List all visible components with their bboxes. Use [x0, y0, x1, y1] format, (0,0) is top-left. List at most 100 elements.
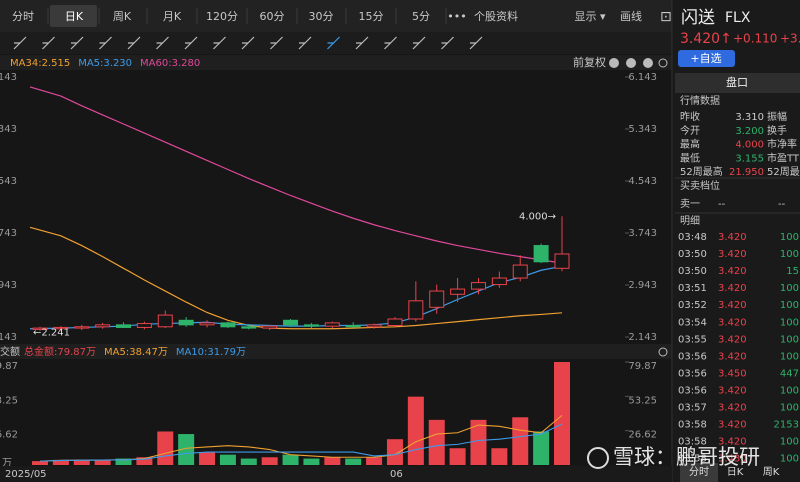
stat-label: 最高	[680, 138, 700, 151]
display-button[interactable]: 显示 ▾	[574, 10, 605, 23]
stat-label: 最低	[680, 151, 700, 164]
ask-label: 卖一	[680, 198, 700, 210]
ma-line	[29, 226, 563, 330]
volume-bar	[407, 396, 424, 465]
tool-icon[interactable]	[384, 36, 397, 50]
trade-time: 03:54	[678, 317, 707, 328]
tool-icon[interactable]	[156, 36, 169, 50]
tab[interactable]	[675, 73, 800, 93]
candle-body	[491, 277, 507, 286]
volume-bar	[512, 417, 529, 465]
close[interactable]	[643, 58, 653, 68]
volume-legend: MA5:38.47万	[104, 347, 168, 358]
stat-label: 52周最	[767, 166, 800, 178]
volume-bar	[386, 439, 403, 465]
volume-bar	[73, 459, 90, 465]
volume-bar	[0, 344, 672, 359]
toolbar	[0, 0, 672, 32]
high-label: 4.000→	[519, 211, 556, 222]
candle-body	[157, 314, 173, 328]
toolbar-icon[interactable]: ⊡	[660, 9, 672, 25]
tab[interactable]: 120分	[206, 10, 238, 23]
trade-volume: 100	[780, 283, 799, 294]
trade-time: 03:48	[678, 232, 707, 243]
settings[interactable]	[658, 58, 668, 68]
trade-volume: 15	[786, 266, 799, 277]
trade-time: 03:58	[678, 437, 707, 448]
stat-label: 换手	[767, 124, 787, 137]
trade-price: 3.420	[718, 266, 747, 277]
volume-bar	[136, 457, 153, 465]
trade-price: 3.420	[718, 420, 747, 431]
volume-bar	[115, 458, 132, 465]
stat-value: 3.200	[735, 126, 764, 137]
tab[interactable]: 5分	[412, 10, 430, 23]
volume-bar	[428, 419, 445, 465]
section-title: 明细	[680, 214, 700, 227]
tab-label[interactable]: 盘口	[726, 75, 748, 89]
tool-icon[interactable]	[298, 36, 312, 50]
tool-icon[interactable]	[355, 36, 369, 50]
tool-icon[interactable]	[184, 36, 198, 50]
tab[interactable]: 日K	[65, 10, 84, 23]
profile-button[interactable]: 个股资料	[474, 9, 518, 23]
trade-time: 03:56	[678, 351, 707, 362]
candle-body	[32, 327, 48, 330]
volume-bar	[178, 434, 195, 465]
tab[interactable]: 分时	[12, 10, 34, 23]
tool-icon[interactable]	[241, 36, 255, 50]
watch-button[interactable]	[678, 50, 735, 67]
y-tick-label: 26.62	[628, 430, 657, 441]
volume-bar	[52, 459, 69, 465]
ma-legend: MA5:3.230	[78, 58, 132, 69]
candle-body	[241, 326, 257, 329]
adjust-button[interactable]: 前复权 ▾	[573, 55, 615, 69]
volume-legend: 总金额:79.87万	[24, 345, 96, 358]
trade-volume: 447	[780, 368, 799, 379]
ask-price: --	[718, 199, 726, 210]
tool-icon[interactable]	[99, 36, 112, 50]
watch-label[interactable]: +自选	[690, 52, 721, 65]
ma-legend: MA60:3.280	[140, 58, 200, 69]
tool-icon[interactable]	[327, 36, 340, 50]
tab[interactable]: 60分	[260, 10, 285, 23]
tool-icon[interactable]	[270, 36, 283, 50]
settings[interactable]	[658, 347, 668, 357]
tool-icon[interactable]	[441, 36, 454, 50]
trade-volume: 100	[780, 317, 799, 328]
volume-bar	[491, 448, 508, 465]
tool-icon[interactable]	[469, 36, 483, 50]
candle-body	[554, 253, 570, 269]
tab[interactable]: 月K	[163, 10, 182, 23]
volume-bar	[219, 454, 236, 465]
y-tick-label: 26.62	[0, 430, 18, 441]
tab[interactable]: 周K	[113, 10, 132, 23]
bottom-tab[interactable]: 周K	[763, 466, 780, 478]
tool-icon[interactable]	[127, 36, 141, 50]
tool-icon[interactable]	[70, 36, 84, 50]
tool-icon[interactable]	[13, 36, 27, 50]
volume-bar	[533, 431, 550, 465]
tab[interactable]: 15分	[359, 10, 384, 23]
tab[interactable]: 30分	[309, 10, 334, 23]
tool-icon[interactable]	[42, 36, 55, 50]
trade-volume: 100	[780, 385, 799, 396]
candle-body	[387, 318, 403, 326]
more-button[interactable]: •••	[447, 10, 466, 23]
tool-icon[interactable]	[412, 36, 426, 50]
zoom-out[interactable]	[609, 58, 619, 68]
ma-bar	[0, 55, 672, 70]
candle-body	[470, 282, 486, 290]
bottom-tab[interactable]: 日K	[727, 467, 744, 478]
candle-body	[303, 324, 319, 327]
zoom-in[interactable]	[626, 58, 636, 68]
candle-body	[533, 245, 549, 263]
stat-value: 4.000	[735, 140, 764, 151]
bottom-tab[interactable]: 分时	[689, 466, 709, 478]
candle-body	[429, 290, 445, 308]
trade-volume: 100	[780, 437, 799, 448]
tool-icon[interactable]	[213, 36, 226, 50]
draw-button[interactable]: 画线	[620, 9, 642, 23]
